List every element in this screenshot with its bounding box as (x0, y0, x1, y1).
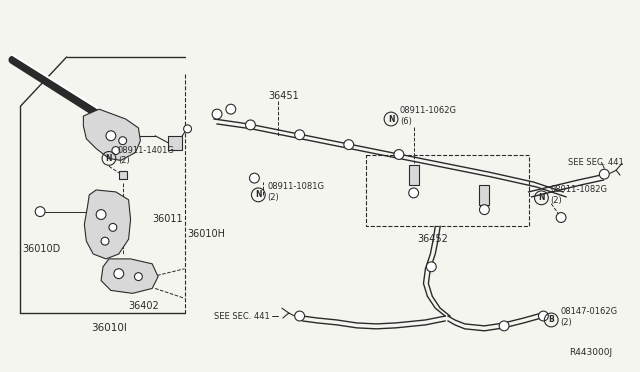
Text: 36010I: 36010I (91, 323, 127, 333)
Circle shape (344, 140, 354, 150)
Polygon shape (84, 190, 131, 259)
Circle shape (409, 188, 419, 198)
Circle shape (600, 169, 609, 179)
Circle shape (538, 311, 548, 321)
Text: 08911-1062G
(6): 08911-1062G (6) (400, 106, 457, 126)
Text: B: B (548, 315, 554, 324)
Bar (367, 155, 529, 227)
Text: 08911-1082G
(2): 08911-1082G (2) (550, 185, 607, 205)
Circle shape (112, 147, 120, 154)
Text: 36451: 36451 (268, 92, 299, 101)
Circle shape (119, 137, 127, 145)
Circle shape (394, 150, 404, 160)
Circle shape (114, 269, 124, 279)
Bar (479, 185, 490, 205)
Circle shape (226, 104, 236, 114)
Circle shape (106, 131, 116, 141)
Text: 36010H: 36010H (188, 229, 225, 239)
Text: 08911-1081G
(2): 08911-1081G (2) (267, 182, 324, 202)
Circle shape (479, 205, 490, 215)
Text: SEE SEC. 441: SEE SEC. 441 (568, 158, 624, 167)
Bar (119, 171, 127, 179)
Bar (409, 165, 419, 185)
Polygon shape (83, 109, 140, 160)
Text: 08911-1401G
(2): 08911-1401G (2) (118, 146, 175, 165)
Circle shape (96, 210, 106, 219)
Text: N: N (106, 154, 112, 163)
Circle shape (101, 237, 109, 245)
Circle shape (426, 262, 436, 272)
Text: 36010D: 36010D (22, 244, 61, 254)
Text: 36011: 36011 (152, 215, 183, 224)
Circle shape (35, 207, 45, 217)
Text: SEE SEC. 441: SEE SEC. 441 (214, 311, 270, 321)
Polygon shape (101, 259, 158, 294)
Text: N: N (538, 193, 545, 202)
Circle shape (294, 130, 305, 140)
Circle shape (294, 311, 305, 321)
Circle shape (250, 173, 259, 183)
Circle shape (212, 109, 222, 119)
Circle shape (134, 273, 142, 280)
Circle shape (556, 212, 566, 222)
Circle shape (246, 120, 255, 130)
Bar (168, 136, 182, 150)
Text: 08147-0162G
(2): 08147-0162G (2) (560, 307, 617, 327)
Text: R443000J: R443000J (569, 349, 612, 357)
Text: N: N (388, 115, 394, 124)
Text: 36402: 36402 (129, 301, 159, 311)
Circle shape (184, 125, 191, 133)
Circle shape (109, 224, 116, 231)
Circle shape (499, 321, 509, 331)
Text: 36452: 36452 (417, 234, 449, 244)
Text: N: N (255, 190, 262, 199)
